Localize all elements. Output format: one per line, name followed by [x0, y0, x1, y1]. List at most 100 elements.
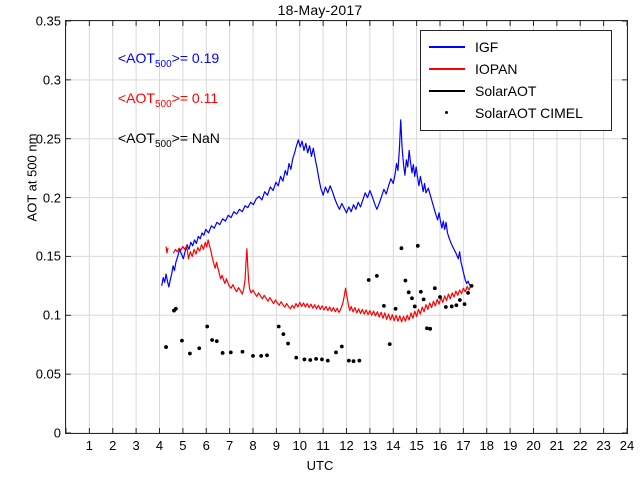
- legend-line-marker-icon: [427, 40, 467, 54]
- x-axis-tick-label: 22: [573, 438, 588, 453]
- x-axis-tick-label: 13: [362, 438, 378, 453]
- legend-line-marker-icon: [427, 84, 467, 98]
- legend-item-solaraot-cimel[interactable]: SolarAOT CIMEL: [427, 102, 605, 124]
- legend-item-solaraot[interactable]: SolarAOT: [427, 80, 605, 102]
- annotation-iopan-mean: <AOT500>= 0.11: [118, 90, 218, 110]
- x-axis-tick-label: 9: [272, 438, 280, 453]
- x-axis-tick-label: 23: [596, 438, 611, 453]
- scatter-point-solaraot-cimel: [443, 305, 448, 309]
- y-axis-tick-label: 0: [53, 425, 61, 441]
- scatter-point-solaraot-cimel: [418, 289, 423, 294]
- plot-canvas: [66, 21, 627, 433]
- legend-item-label: IOPAN: [475, 61, 518, 77]
- scatter-point-solaraot-cimel: [428, 326, 433, 331]
- scatter-point-solaraot-cimel: [314, 356, 319, 361]
- chart-legend: IGF IOPAN SolarAOT SolarAOT CIMEL: [420, 30, 612, 131]
- scatter-point-solaraot-cimel: [308, 358, 313, 362]
- scatter-point-solaraot-cimel: [214, 339, 219, 344]
- scatter-point-solaraot-cimel: [366, 278, 371, 282]
- x-axis-tick-label: 18: [479, 438, 494, 453]
- annotation-igf-mean: <AOT500>= 0.19: [118, 50, 219, 70]
- scatter-point-solaraot-cimel: [399, 246, 404, 251]
- x-axis-tick-label: 16: [432, 438, 448, 453]
- line-icon: [429, 90, 465, 92]
- y-axis-tick-label: 0.2: [42, 190, 61, 206]
- y-axis-tick-label: 0.3: [42, 72, 61, 88]
- scatter-point-solaraot-cimel: [382, 303, 386, 308]
- scatter-point-solaraot-cimel: [205, 324, 210, 329]
- scatter-point-solaraot-cimel: [164, 345, 168, 349]
- scatter-point-solaraot-cimel: [276, 324, 281, 329]
- scatter-point-solaraot-cimel: [286, 341, 290, 346]
- scatter-point-solaraot-cimel: [410, 296, 414, 301]
- scatter-point-solaraot-cimel: [281, 332, 286, 337]
- x-axis-tick-label: 8: [249, 438, 257, 453]
- legend-item-iopan[interactable]: IOPAN: [427, 58, 605, 80]
- x-axis-tick-label: 4: [155, 438, 164, 453]
- scatter-point-solaraot-cimel: [197, 346, 202, 351]
- plot-area: [65, 20, 628, 434]
- annotation-prefix: <AOT: [118, 50, 155, 66]
- legend-line-marker-icon: [427, 62, 467, 76]
- scatter-point-solaraot-cimel: [357, 358, 362, 363]
- scatter-point-solaraot-cimel: [406, 290, 411, 295]
- x-axis-tick-label: 11: [316, 438, 330, 453]
- scatter-point-solaraot-cimel: [339, 344, 344, 349]
- x-axis-tick-label: 20: [526, 438, 541, 453]
- scatter-point-solaraot-cimel: [466, 291, 470, 295]
- scatter-point-solaraot-cimel: [412, 304, 417, 309]
- scatter-point-solaraot-cimel: [457, 298, 462, 302]
- annotation-subscript: 500: [154, 98, 172, 110]
- x-axis-tick-label: 5: [179, 438, 187, 453]
- scatter-point-solaraot-cimel: [454, 303, 459, 308]
- y-axis-tick-label: 0.25: [35, 131, 61, 147]
- x-axis-tick-label: 2: [109, 438, 117, 453]
- y-axis-label: AOT at 500 nm: [24, 133, 40, 222]
- scatter-point-solaraot-cimel: [374, 273, 379, 278]
- annotation-subscript: 500: [154, 58, 172, 70]
- scatter-point-solaraot-cimel: [240, 349, 245, 354]
- scatter-point-solaraot-cimel: [251, 354, 255, 358]
- legend-item-igf[interactable]: IGF: [427, 36, 605, 58]
- scatter-point-solaraot-cimel: [173, 306, 178, 311]
- chart-title: 18-May-2017: [277, 2, 363, 18]
- x-axis-tick-label: 6: [202, 438, 210, 453]
- x-axis-tick-label: 1: [85, 438, 93, 453]
- x-axis-tick-label: 10: [292, 438, 307, 453]
- scatter-point-solaraot-cimel: [462, 302, 467, 306]
- x-axis-tick-label: 15: [409, 438, 424, 453]
- scatter-point-solaraot-cimel: [320, 357, 324, 362]
- scatter-point-solaraot-cimel: [220, 351, 225, 355]
- scatter-point-solaraot-cimel: [449, 304, 454, 309]
- annotation-value: >= NaN: [171, 130, 220, 146]
- dot-icon: [445, 111, 448, 114]
- legend-item-label: IGF: [475, 39, 499, 55]
- scatter-point-solaraot-cimel: [259, 354, 264, 358]
- scatter-point-solaraot-cimel: [403, 278, 408, 283]
- y-axis-tick-label: 0.1: [42, 307, 61, 323]
- scatter-point-solaraot-cimel: [187, 351, 192, 356]
- x-axis-tick-label: 12: [339, 438, 354, 453]
- scatter-point-solaraot-cimel: [421, 297, 426, 302]
- scatter-point-solaraot-cimel: [351, 359, 356, 364]
- y-axis-tick-label: 0.35: [35, 13, 61, 29]
- y-axis-tick-labels: 0 0.05 0.1 0.15 0.2 0.25 0.3 0.35: [0, 0, 61, 480]
- scatter-point-solaraot-cimel: [438, 295, 442, 299]
- x-axis-tick-label: 3: [132, 438, 140, 453]
- annotation-solaraot-mean: <AOT500>= NaN: [118, 130, 220, 150]
- legend-dot-marker-icon: [427, 106, 467, 120]
- scatter-point-solaraot-cimel: [302, 357, 307, 362]
- x-axis-tick-label: 21: [549, 438, 565, 453]
- annotation-subscript: 500: [154, 138, 172, 150]
- y-axis-tick-label: 0.05: [35, 366, 61, 382]
- scatter-point-solaraot-cimel: [393, 306, 398, 311]
- scatter-point-solaraot-cimel: [346, 358, 351, 363]
- scatter-point-solaraot-cimel: [334, 350, 338, 355]
- scatter-point-solaraot-cimel: [210, 338, 214, 342]
- line-icon: [429, 68, 465, 70]
- legend-item-label: SolarAOT CIMEL: [475, 105, 583, 121]
- y-axis-tick-label: 0.15: [35, 248, 61, 264]
- scatter-point-solaraot-cimel: [180, 338, 184, 343]
- annotation-value: >= 0.19: [171, 50, 220, 66]
